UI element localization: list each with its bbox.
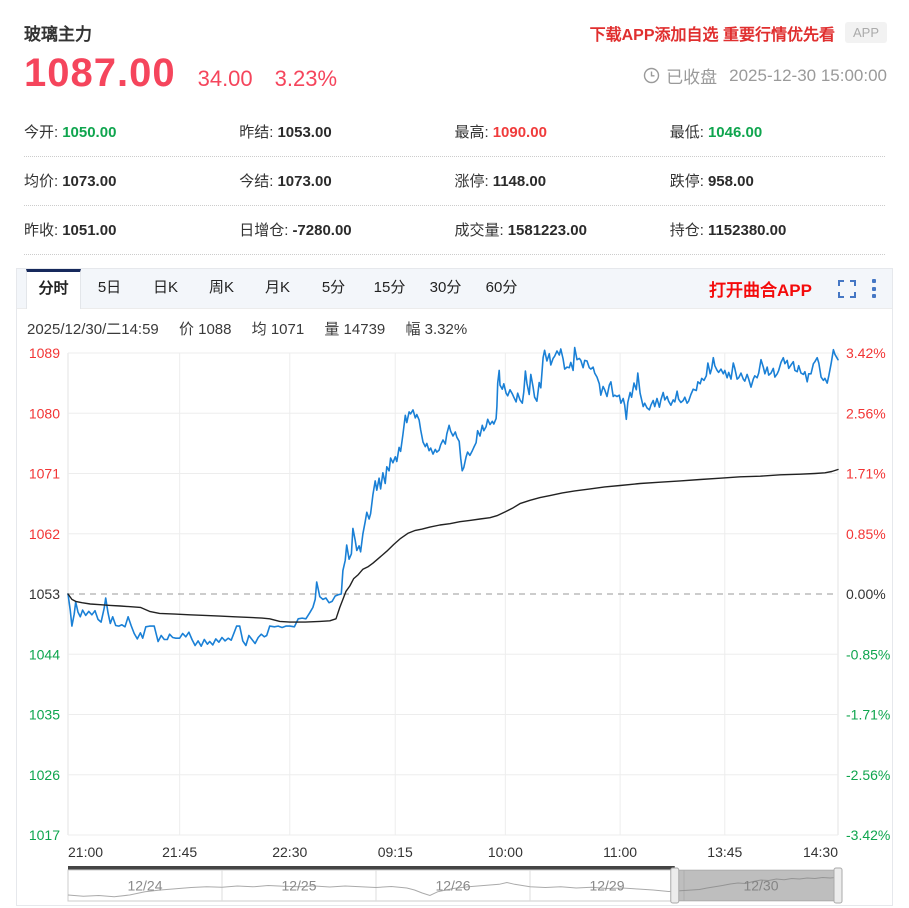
quote-low: 最低: 1046.00 — [669, 124, 763, 141]
chart-info-line: 2025/12/30/二14:59 价 1088 均 1071 量 14739 … — [17, 309, 892, 341]
y-axis-right-label: -2.56% — [846, 767, 890, 783]
quote-avg-price: 均价: 1073.00 — [24, 173, 117, 190]
header-row-1: 玻璃主力 下载APP添加自选 重要行情优先看 APP — [0, 0, 909, 45]
x-axis-label: 13:45 — [707, 844, 742, 860]
intraday-chart: 1089 3.42% 1080 2.56% 1071 1.71% 1062 0.85% 1053… — [29, 345, 891, 860]
clock-icon — [643, 67, 660, 84]
nav-date-label[interactable]: 12/25 — [281, 878, 316, 894]
tab-minute[interactable]: 分时 — [26, 269, 81, 309]
quote-open: 今开: 1050.00 — [24, 124, 117, 141]
period-tabstrip: 分时 5日 日K 周K 月K 5分 15分 30分 60分 打开曲合APP — [17, 269, 892, 309]
y-axis-right-label: -0.85% — [846, 646, 890, 662]
chart-panel: 分时 5日 日K 周K 月K 5分 15分 30分 60分 打开曲合APP 20… — [16, 268, 893, 906]
info-datetime: 2025/12/30/二14:59 — [27, 321, 159, 338]
instrument-title: 玻璃主力 — [24, 25, 92, 44]
y-axis-right-label: 0.00% — [846, 586, 886, 602]
tab-monthly-k[interactable]: 月K — [264, 279, 290, 296]
quote-oi-change: 日增仓: -7280.00 — [239, 222, 352, 239]
x-axis-label: 21:45 — [162, 844, 197, 860]
market-status: 已收盘 — [666, 68, 718, 87]
x-axis-label: 14:30 — [803, 844, 838, 860]
y-axis-right-label: -1.71% — [846, 707, 890, 723]
quote-limit-up: 涨停: 1148.00 — [454, 173, 547, 190]
y-axis-left-label: 1017 — [29, 827, 60, 843]
price-line — [67, 346, 839, 648]
y-axis-right-label: -3.42% — [846, 827, 890, 843]
info-price: 价 1088 — [178, 321, 232, 338]
x-axis-label: 21:00 — [68, 844, 103, 860]
nav-date-label[interactable]: 12/26 — [435, 878, 470, 894]
y-axis-right-label: 3.42% — [846, 345, 886, 361]
info-amplitude: 幅 3.32% — [405, 321, 468, 338]
quote-prev-settle: 昨结: 1053.00 — [239, 124, 332, 141]
fullscreen-icon[interactable] — [838, 279, 856, 298]
y-axis-left-label: 1035 — [29, 707, 60, 723]
average-line — [67, 468, 839, 623]
quote-row: 昨收: 1051.00 日增仓: -7280.00 成交量: 1581223.00 持… — [24, 206, 885, 255]
y-axis-left-label: 1089 — [29, 345, 60, 361]
y-axis-right-label: 2.56% — [846, 405, 886, 421]
tab-30min[interactable]: 30分 — [429, 279, 462, 296]
quote-volume: 成交量: 1581223.00 — [454, 222, 587, 239]
x-axis-label: 10:00 — [488, 844, 523, 860]
quote-high: 最高: 1090.00 — [454, 124, 547, 141]
x-axis-label: 09:15 — [378, 844, 413, 860]
quote-row: 均价: 1073.00 今结: 1073.00 涨停: 1148.00 跌停: 958.… — [24, 157, 885, 206]
tab-60min[interactable]: 60分 — [485, 279, 518, 296]
y-axis-left-label: 1080 — [29, 405, 60, 421]
nav-selection[interactable] — [674, 870, 838, 901]
price-change-percent: 3.23% — [274, 66, 338, 91]
quote-limit-down: 跌停: 958.00 — [669, 173, 754, 190]
y-axis-left-label: 1044 — [29, 646, 60, 662]
tab-daily-k[interactable]: 日K — [152, 279, 178, 296]
price-change: 34.00 — [197, 66, 253, 91]
nav-date-label[interactable]: 12/24 — [127, 878, 162, 894]
app-badge: APP — [844, 22, 887, 43]
y-axis-left-label: 1053 — [29, 586, 60, 602]
quote-row: 今开: 1050.00 昨结: 1053.00 最高: 1090.00 最低: 1046… — [24, 108, 885, 157]
quote-grid: 今开: 1050.00 昨结: 1053.00 最高: 1090.00 最低: 1046… — [24, 108, 885, 255]
y-axis-left-label: 1062 — [29, 526, 60, 542]
last-price: 1087.00 — [24, 51, 176, 95]
info-average: 均 1071 — [251, 321, 305, 338]
more-menu-icon[interactable] — [872, 278, 876, 300]
close-timestamp: 2025-12-30 15:00:00 — [729, 65, 887, 85]
y-axis-right-label: 0.85% — [846, 526, 886, 542]
nav-date-label[interactable]: 12/29 — [589, 878, 624, 894]
info-volume: 量 14739 — [324, 321, 386, 338]
y-axis-left-label: 1026 — [29, 767, 60, 783]
quote-prev-close: 昨收: 1051.00 — [24, 222, 117, 239]
tab-5day[interactable]: 5日 — [97, 279, 122, 296]
open-app-button[interactable]: 打开曲合APP — [709, 281, 812, 300]
header-row-2: 1087.00 34.00 3.23% 已收盘 2025-12-30 15:00… — [0, 45, 909, 108]
nav-handle-left[interactable] — [670, 867, 680, 904]
quote-today-settle: 今结: 1073.00 — [239, 173, 332, 190]
tab-weekly-k[interactable]: 周K — [208, 279, 234, 296]
promo-link[interactable]: 下载APP添加自选 重要行情优先看 — [589, 26, 835, 44]
y-axis-right-label: 1.71% — [846, 466, 886, 482]
tab-15min[interactable]: 15分 — [373, 279, 406, 296]
y-axis-left-label: 1071 — [29, 466, 60, 482]
x-axis-label: 11:00 — [603, 844, 637, 860]
x-axis-label: 22:30 — [272, 844, 307, 860]
nav-handle-right[interactable] — [833, 867, 843, 904]
quote-open-interest: 持仓: 1152380.00 — [669, 222, 787, 239]
tab-5min[interactable]: 5分 — [321, 279, 346, 296]
